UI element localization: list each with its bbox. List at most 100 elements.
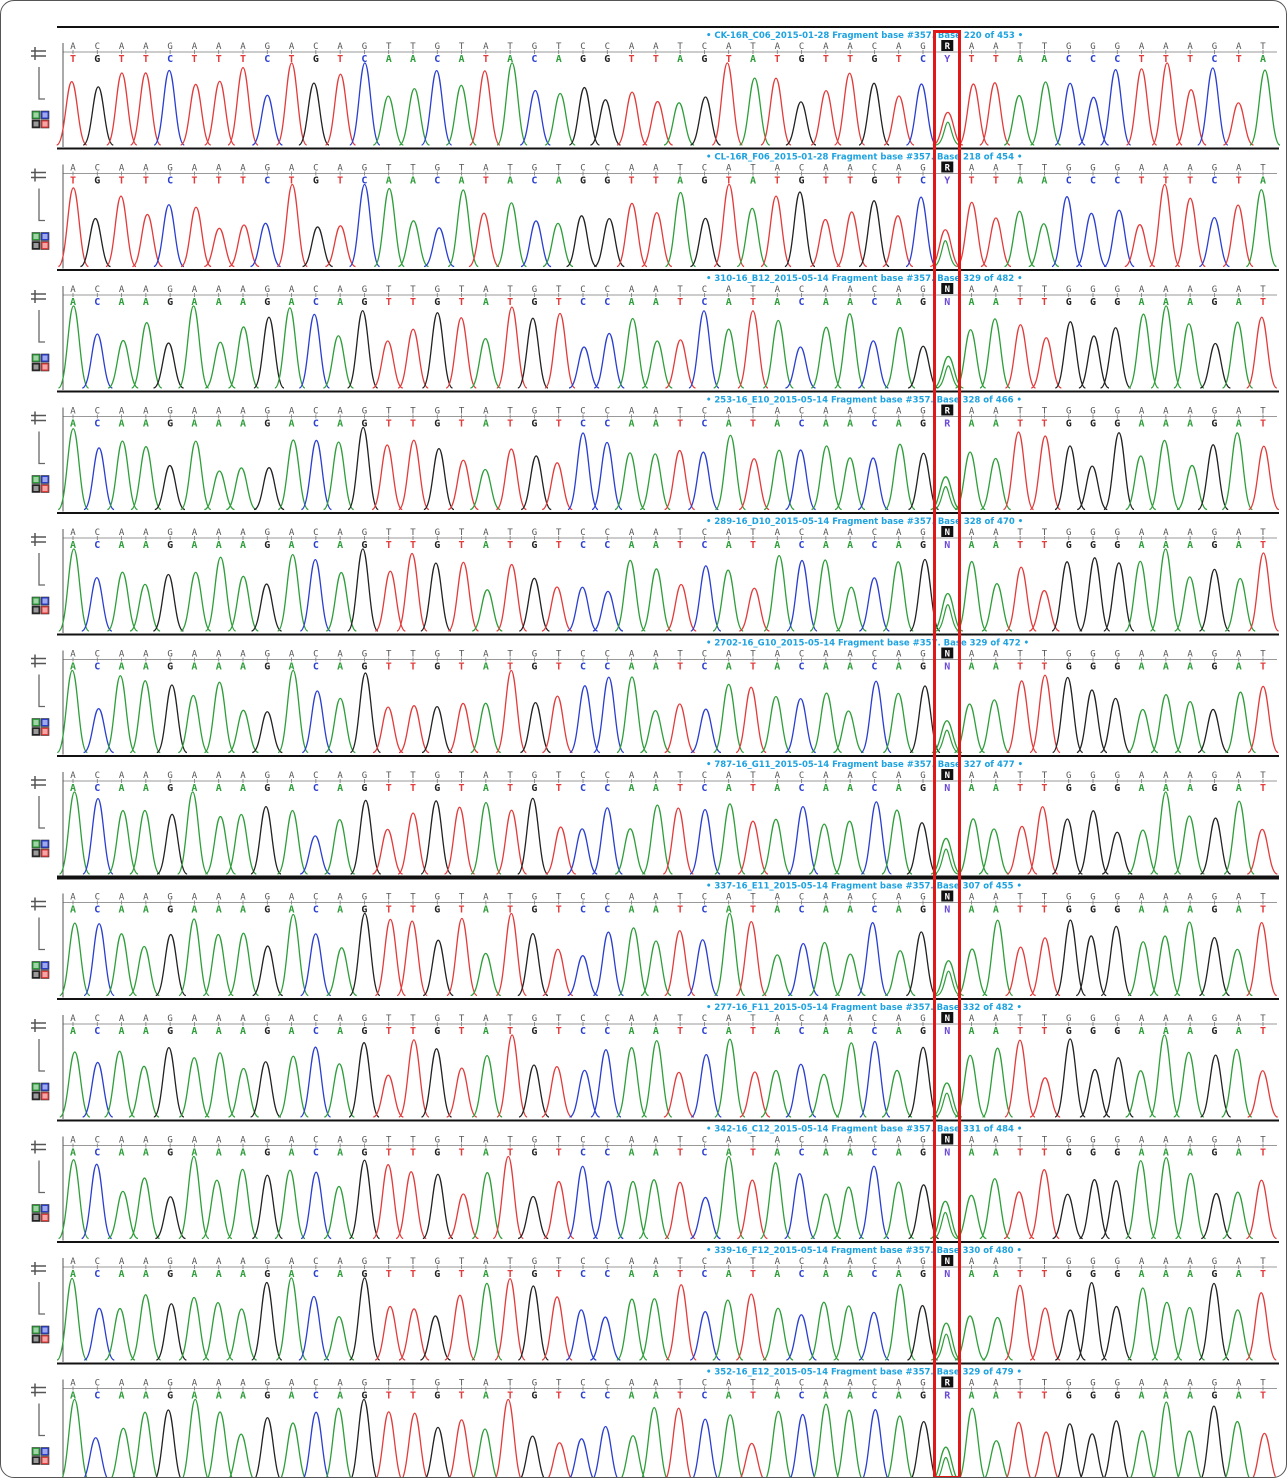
trace-height-icon[interactable] — [38, 674, 45, 708]
trace-peak — [155, 933, 187, 997]
zoom-base-icon[interactable] — [31, 1325, 50, 1344]
trace-height-icon[interactable] — [38, 917, 45, 951]
track-tools[interactable] — [31, 897, 50, 979]
zoom-base-icon[interactable] — [31, 961, 50, 979]
insert-cursor-icon[interactable] — [31, 411, 46, 425]
zoom-base-icon[interactable] — [31, 1447, 50, 1465]
trace-height-icon[interactable] — [38, 1160, 45, 1194]
base-call: A — [726, 540, 732, 551]
track-tools[interactable] — [31, 290, 50, 372]
trace-peak — [420, 562, 452, 632]
highlighted-call-box — [941, 890, 954, 902]
trace-height-icon[interactable] — [38, 1403, 45, 1437]
zoom-base-icon[interactable] — [31, 353, 50, 372]
trace-peak — [1151, 1301, 1183, 1361]
trace-peaks — [57, 183, 1278, 268]
base-call: A — [1139, 1026, 1145, 1037]
trace-height-icon[interactable] — [38, 1039, 45, 1072]
insert-cursor-icon[interactable] — [31, 168, 46, 182]
trace-peak — [1173, 921, 1206, 997]
trace-peak — [59, 1051, 91, 1118]
reference-base: A — [653, 1257, 659, 1267]
insert-cursor-icon[interactable] — [31, 47, 46, 60]
trace-height-icon[interactable] — [38, 796, 45, 829]
trace-peak — [690, 565, 722, 632]
track-tools[interactable] — [31, 168, 50, 250]
base-call: A — [969, 297, 975, 308]
trace-height-icon[interactable] — [38, 1282, 45, 1315]
base-call: A — [216, 905, 222, 916]
track-tools[interactable] — [31, 47, 50, 129]
track-tools[interactable] — [31, 533, 50, 615]
insert-cursor-icon[interactable] — [31, 1262, 46, 1275]
zoom-base-icon[interactable] — [31, 475, 50, 493]
base-call: C — [604, 419, 610, 430]
trace-peak — [1054, 321, 1087, 389]
track-tools[interactable] — [31, 1019, 50, 1101]
reference-base: G — [920, 1379, 925, 1389]
trace-peak — [786, 559, 818, 632]
base-call: T — [969, 54, 975, 65]
base-call: C — [871, 419, 877, 430]
trace-peak — [348, 1159, 381, 1240]
trace-height-icon[interactable] — [38, 431, 45, 465]
track-tools[interactable] — [31, 1262, 50, 1344]
insert-cursor-icon[interactable] — [31, 1019, 46, 1032]
trace-height-icon[interactable] — [38, 188, 45, 222]
trace-peak — [665, 583, 697, 632]
trace-peak — [566, 1165, 599, 1240]
base-call: G — [1090, 1148, 1096, 1159]
base-call: N — [945, 893, 950, 903]
reference-base: A — [775, 1379, 781, 1389]
insert-cursor-icon[interactable] — [31, 290, 46, 303]
insert-cursor-icon[interactable] — [31, 654, 46, 668]
trace-peak — [348, 1042, 380, 1118]
base-call: C — [313, 540, 319, 551]
insert-cursor-icon[interactable] — [31, 776, 46, 789]
insert-cursor-icon[interactable] — [31, 533, 46, 546]
trace-peak — [1026, 806, 1059, 875]
track-1: • CK-16R_C06_2015-01-28 Fragment base #3… — [31, 26, 1281, 147]
trace-height-icon[interactable] — [38, 553, 45, 586]
base-call: T — [459, 1026, 465, 1037]
reference-base: T — [1042, 1257, 1048, 1267]
zoom-base-icon[interactable] — [31, 110, 50, 129]
track-tools[interactable] — [31, 776, 50, 858]
trace-peak — [57, 428, 89, 511]
insert-cursor-icon[interactable] — [31, 1383, 46, 1397]
reference-base: T — [507, 164, 513, 174]
reference-base: A — [969, 407, 975, 417]
zoom-base-icon[interactable] — [31, 839, 50, 858]
base-call: A — [726, 1026, 732, 1037]
reference-base: G — [265, 407, 270, 417]
zoom-base-icon[interactable] — [31, 232, 50, 250]
trace-peak — [883, 95, 915, 146]
trace-peak — [1222, 1191, 1254, 1240]
base-call: A — [386, 54, 392, 65]
zoom-base-icon[interactable] — [31, 718, 50, 736]
base-call: A — [483, 905, 489, 916]
zoom-base-icon[interactable] — [31, 596, 50, 615]
trace-peak — [593, 1425, 618, 1477]
trace-height-icon[interactable] — [38, 310, 45, 343]
trace-peak — [713, 328, 745, 389]
reference-base: C — [605, 164, 610, 174]
track-tools[interactable] — [31, 654, 50, 736]
zoom-base-icon[interactable] — [31, 1082, 50, 1101]
reference-base: A — [847, 1257, 853, 1267]
track-tools[interactable] — [31, 1140, 50, 1222]
insert-cursor-icon[interactable] — [31, 1140, 46, 1154]
track-tools[interactable] — [31, 1383, 50, 1465]
insert-cursor-icon[interactable] — [31, 897, 46, 911]
base-call: A — [216, 297, 222, 308]
trace-peak — [83, 447, 115, 511]
reference-base: A — [70, 650, 76, 660]
trace-height-icon[interactable] — [38, 67, 45, 100]
zoom-base-icon[interactable] — [31, 1204, 50, 1222]
base-call: T — [410, 662, 416, 673]
reference-base: A — [70, 407, 76, 417]
reference-base: G — [532, 285, 537, 295]
reference-base: A — [1236, 1257, 1242, 1267]
track-tools[interactable] — [31, 411, 50, 493]
trace-peak — [954, 451, 986, 511]
